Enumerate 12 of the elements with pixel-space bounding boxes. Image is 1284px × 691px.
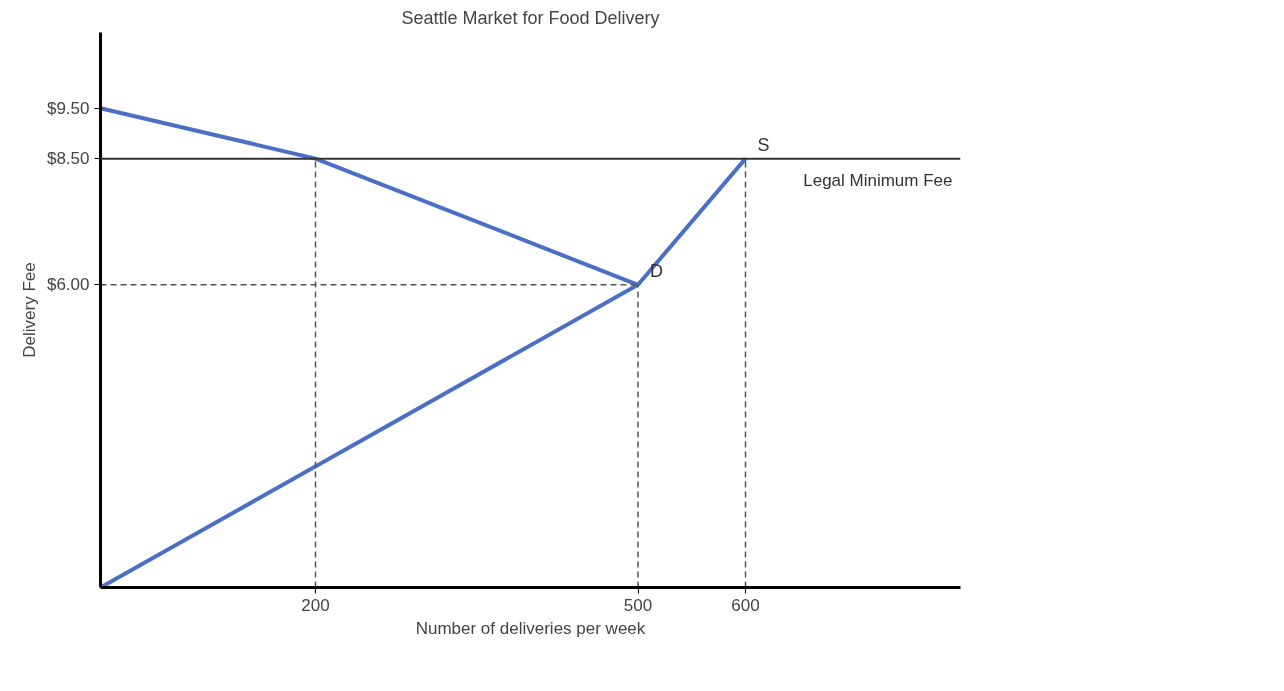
y-tick-label: $9.50 <box>46 98 90 118</box>
y-axis-title: Delivery Fee <box>19 262 39 358</box>
x-tick-label: 200 <box>301 595 330 615</box>
ref-line-label: Legal Minimum Fee <box>803 170 953 190</box>
series-label: D <box>650 260 663 281</box>
chart-title: Seattle Market for Food Delivery <box>401 7 660 28</box>
x-tick-label: 500 <box>623 595 653 615</box>
y-tick-label: $8.50 <box>46 149 90 169</box>
x-axis-title: Number of deliveries per week <box>415 618 646 638</box>
y-tick-label: $6.00 <box>46 275 90 295</box>
x-tick-label: 600 <box>731 595 760 615</box>
series-label: S <box>757 134 770 155</box>
